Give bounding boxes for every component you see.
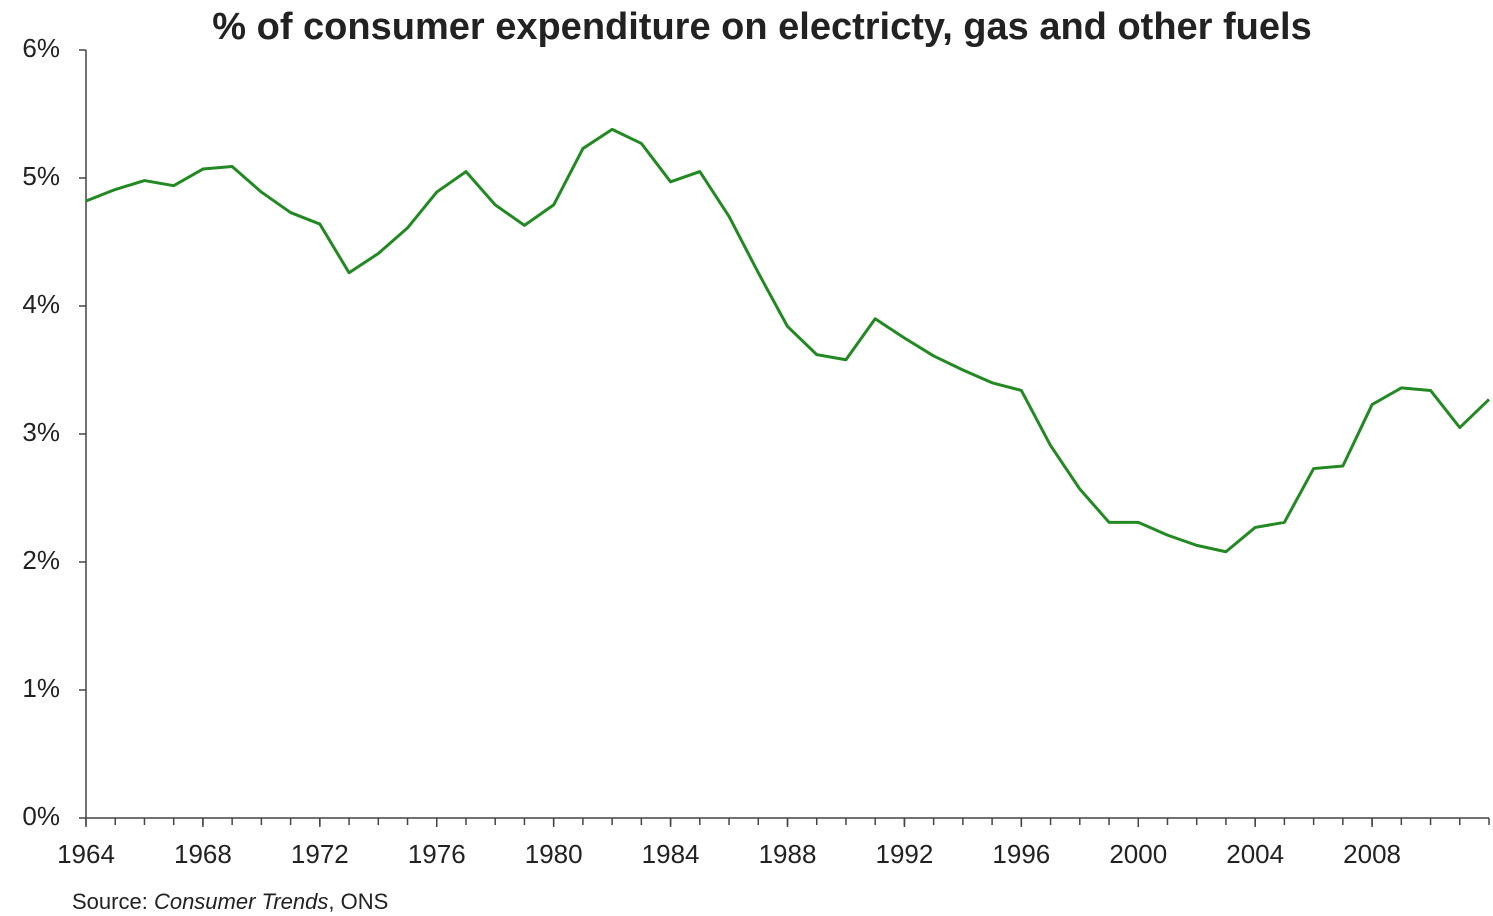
x-tick-label: 2008 (1343, 839, 1401, 869)
source-org: , ONS (328, 889, 388, 914)
y-tick-label: 3% (22, 417, 60, 447)
x-tick-label: 1984 (642, 839, 700, 869)
y-tick-label: 5% (22, 161, 60, 191)
source: Source: Consumer Trends, ONS (72, 889, 388, 914)
source-title: Consumer Trends (154, 889, 328, 914)
x-tick-label: 1988 (759, 839, 817, 869)
y-tick-label: 2% (22, 545, 60, 575)
x-tick-label: 1996 (992, 839, 1050, 869)
data-line (85, 127, 1491, 554)
x-tick-label: 2004 (1226, 839, 1284, 869)
source-label: Source: (72, 889, 148, 914)
x-tick-label: 1972 (291, 839, 349, 869)
x-tick-label: 1980 (525, 839, 583, 869)
y-tick-label: 0% (22, 801, 60, 831)
y-tick-label: 1% (22, 673, 60, 703)
chart-title: % of consumer expenditure on electricty,… (212, 6, 1312, 48)
y-tick-label: 6% (22, 33, 60, 63)
x-tick-label: 1976 (408, 839, 466, 869)
y-tick-label: 4% (22, 289, 60, 319)
x-tick-label: 1964 (57, 839, 115, 869)
x-tick-label: 1968 (174, 839, 232, 869)
x-tick-label: 1992 (875, 839, 933, 869)
x-tick-label: 2000 (1109, 839, 1167, 869)
